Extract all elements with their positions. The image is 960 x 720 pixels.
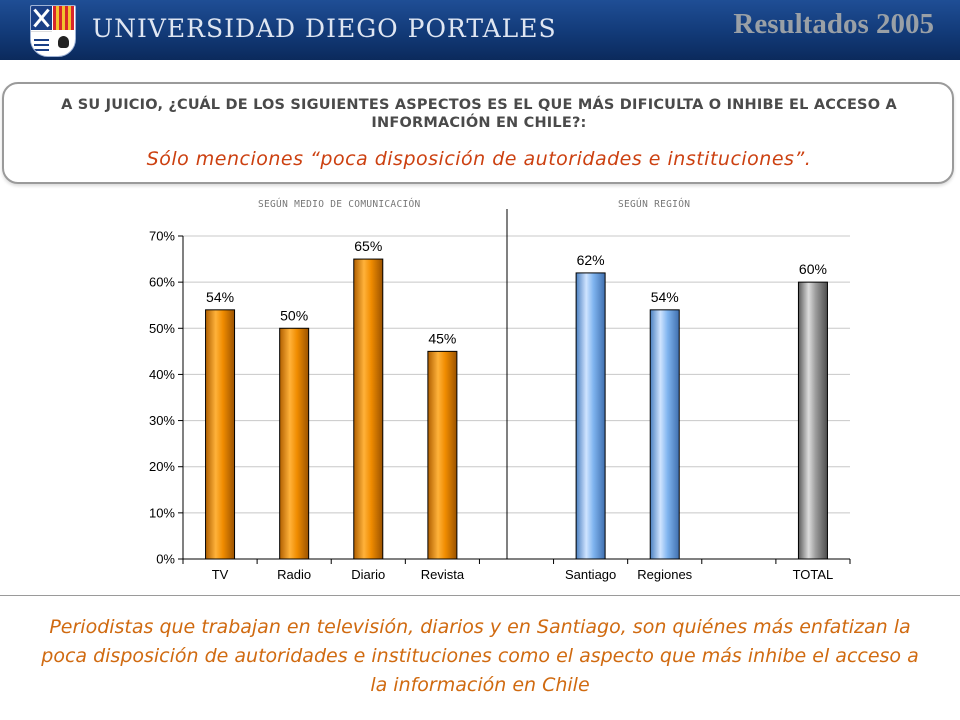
- x-tick-label: TV: [212, 567, 229, 582]
- y-tick-label: 0%: [156, 552, 175, 567]
- year-title: Resultados 2005: [733, 8, 934, 40]
- bar-diario: [353, 258, 384, 560]
- bar-total: [797, 281, 828, 560]
- grid-lines: [183, 235, 850, 514]
- group-label-region: SEGÚN REGIÓN: [618, 199, 691, 210]
- question-text: A SU JUICIO, ¿CUÁL DE LOS SIGUIENTES ASP…: [61, 97, 897, 131]
- question-subtitle: Sólo menciones “poca disposición de auto…: [146, 148, 812, 170]
- x-tick-label: Revista: [421, 567, 465, 582]
- question-box: A SU JUICIO, ¿CUÁL DE LOS SIGUIENTES ASP…: [2, 82, 954, 184]
- bottom-divider: [0, 595, 960, 596]
- y-tick-label: 40%: [149, 367, 175, 382]
- data-label: 54%: [651, 289, 679, 305]
- x-tick-label: Santiago: [565, 567, 616, 582]
- y-tick-label: 30%: [149, 413, 175, 428]
- y-tick-label: 10%: [149, 505, 175, 520]
- group-label-medio: SEGÚN MEDIO DE COMUNICACIÓN: [258, 199, 421, 210]
- bar-tv: [205, 309, 236, 560]
- y-tick-label: 50%: [149, 321, 175, 336]
- data-label: 62%: [577, 252, 605, 268]
- bar-santiago: [575, 272, 606, 560]
- y-tick-label: 60%: [149, 275, 175, 290]
- category-labels: TV Radio Diario Revista Santiago Regiones TOTA…: [212, 567, 834, 582]
- data-label: 45%: [428, 330, 456, 346]
- data-labels: 54% 50% 65% 45% 62% 54% 60%: [206, 238, 827, 346]
- data-label: 65%: [354, 238, 382, 254]
- bar-radio: [279, 327, 310, 560]
- conclusion-text: Periodistas que trabajan en televisión, …: [41, 616, 919, 696]
- data-label: 60%: [799, 261, 827, 277]
- data-label: 50%: [280, 307, 308, 323]
- data-label: 54%: [206, 289, 234, 305]
- x-tick-label: Regiones: [637, 567, 692, 582]
- university-crest-icon: [30, 5, 76, 57]
- bar-chart: 0%10%20%30%40%50%60%70% 54%50%65%45%62%5…: [149, 209, 851, 582]
- bars: [205, 258, 828, 560]
- university-name: UNIVERSIDAD DIEGO PORTALES: [92, 14, 557, 43]
- bar-regiones: [649, 309, 680, 560]
- y-tick-label: 70%: [149, 229, 175, 244]
- x-tick-label: Diario: [351, 567, 385, 582]
- x-tick-label: Radio: [277, 567, 311, 582]
- header-banner: UNIVERSIDAD DIEGO PORTALES Resultados 20…: [0, 0, 960, 60]
- bar-revista: [427, 350, 458, 560]
- x-tick-label: TOTAL: [793, 567, 834, 582]
- y-tick-label: 20%: [149, 459, 175, 474]
